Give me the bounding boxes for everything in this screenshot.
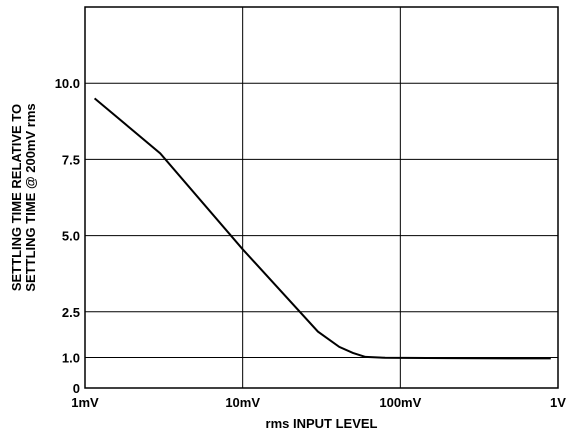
x-tick-label: 10mV [225, 395, 260, 410]
grid-lines [84, 7, 559, 389]
y-tick-label: 7.5 [62, 152, 80, 167]
x-axis-label: rms INPUT LEVEL [266, 416, 378, 431]
x-tick-labels: 1mV 10mV 100mV 1V [71, 395, 566, 410]
series-line [93, 97, 551, 360]
y-tick-label: 5.0 [62, 229, 80, 244]
x-tick-label: 1mV [71, 395, 99, 410]
x-tick-label: 100mV [379, 395, 421, 410]
y-tick-label: 1.0 [62, 351, 80, 366]
y-axis-label: SETTLING TIME RELATIVE TO SETTLING TIME … [9, 103, 38, 291]
y-tick-labels: 0 1.0 2.5 5.0 7.5 10.0 [55, 76, 80, 396]
y-axis-label-line-2: SETTLING TIME @ 200mV rms [23, 103, 38, 291]
plot-frame [84, 6, 559, 389]
y-tick-label: 10.0 [55, 76, 80, 91]
y-axis-label-line-1: SETTLING TIME RELATIVE TO [9, 104, 24, 291]
y-tick-label: 0 [73, 381, 80, 396]
y-tick-label: 2.5 [62, 305, 80, 320]
x-tick-label: 1V [550, 395, 566, 410]
